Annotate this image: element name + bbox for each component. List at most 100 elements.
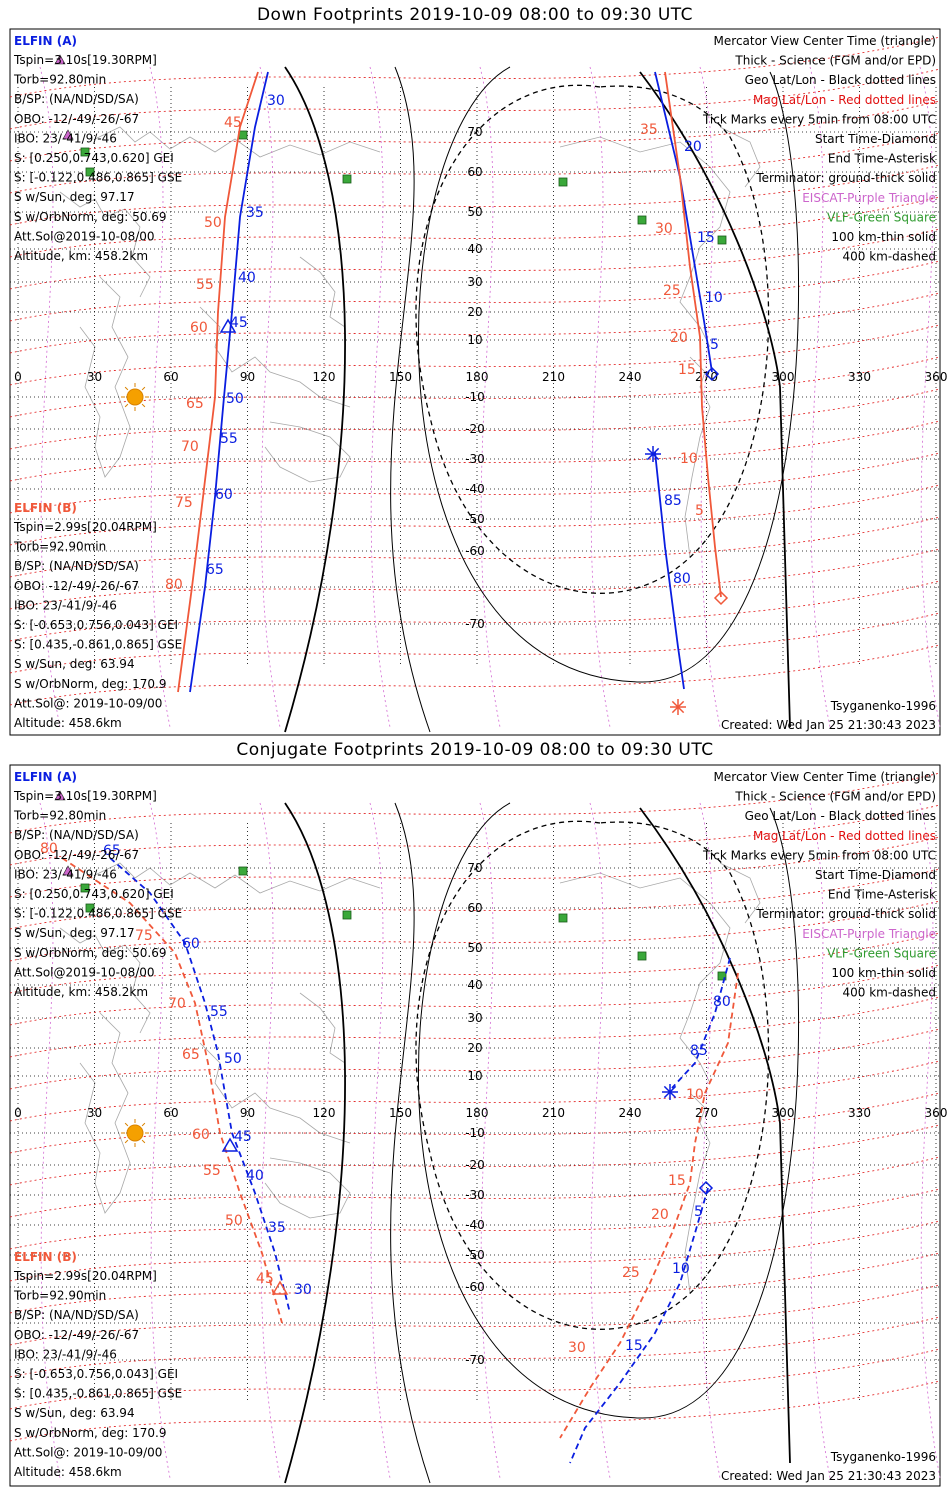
track-tick-label: 10 [672, 1261, 690, 1277]
lat-tick-label: -70 [465, 1353, 485, 1367]
terminator-100km [390, 66, 431, 733]
end-asterisk-icon [663, 1085, 677, 1099]
lon-tick-label: 330 [848, 1106, 871, 1120]
legend-entry: Mag Lat/Lon - Red dotted lines [753, 829, 936, 843]
elfin-a-info-line: S w/Sun, deg: 97.17 [14, 926, 135, 940]
track-tick-label: 15 [625, 1338, 643, 1354]
track-tick-label: 80 [165, 577, 183, 593]
elfin-a-header: ELFIN (A) [14, 770, 77, 784]
elfin-a-header: ELFIN (A) [14, 34, 77, 48]
vlf-square-icon [637, 951, 647, 961]
lat-tick-label: -20 [465, 422, 485, 436]
coastline [59, 927, 151, 1034]
lon-tick-label: 30 [87, 370, 102, 384]
elfin-a-info-line: S: [-0.122,0.486,0.865] GSE [14, 171, 182, 185]
track-tick-label: 10 [686, 1087, 704, 1103]
mag-meridian [259, 66, 281, 728]
elfin-b-info-line: S: [0.435,-0.861,0.865] GSE [14, 638, 182, 652]
lon-tick-label: 360 [925, 370, 948, 384]
legend-entry: Geo Lat/Lon - Black dotted lines [745, 809, 936, 823]
center-triangle-icon [221, 1137, 239, 1152]
lon-tick-label: 120 [313, 370, 336, 384]
track-tick-label: 60 [192, 1127, 210, 1143]
legend-entry: Tick Marks every 5min from 08:00 UTC [702, 848, 936, 862]
elfin-b-info-line: Altitude: 458.6km [14, 1465, 122, 1479]
coastline [199, 1042, 351, 1144]
lat-tick-label: -20 [465, 1158, 485, 1172]
track-tick-label: 15 [697, 230, 715, 246]
elfin-a-info-line: Torb=92.80min [13, 809, 106, 823]
vlf-square-icon [342, 910, 352, 920]
track-tick-label: 60 [190, 320, 208, 336]
lon-tick-label: 240 [619, 370, 642, 384]
coastline [684, 356, 711, 558]
track-tick-label: 65 [103, 843, 121, 859]
elfin-b-info-line: B/SP: (NA/ND/SD/SA) [14, 559, 139, 573]
elfin-a-track-right [671, 957, 731, 1089]
coastline [199, 306, 351, 408]
track-tick-label: 30 [294, 1282, 312, 1298]
legend-entry: 400 km-dashed [842, 250, 936, 264]
elfin-b-info-line: Tspin=2.99s[20.04RPM] [13, 1269, 157, 1283]
elfin-b-info-line: S w/Sun, deg: 63.94 [14, 657, 135, 671]
track-tick-label: 30 [267, 93, 285, 109]
legend-entry: Thick - Science (FGM and/or EPD) [734, 790, 936, 804]
track-tick-label: 70 [168, 996, 186, 1012]
elfin-b-info-line: Att.Sol@: 2019-10-09/00 [14, 696, 162, 710]
track-tick-label: 45 [230, 315, 248, 331]
elfin-a-track-right-south [569, 1187, 709, 1464]
elfin-b-info-line: S w/OrbNorm, deg: 170.9 [14, 1426, 166, 1440]
mag-parallel [9, 1092, 941, 1154]
model-label: Tsyganenko-1996 [830, 699, 936, 713]
vlf-square-icon [637, 215, 647, 225]
track-tick-label: 60 [215, 487, 233, 503]
elfin-a-info-line: B/SP: (NA/ND/SD/SA) [14, 92, 139, 106]
terminator-ground [284, 802, 346, 1484]
lon-tick-label: 210 [542, 370, 565, 384]
map-frame [9, 764, 941, 1487]
legend-entry: Mag Lat/Lon - Red dotted lines [753, 93, 936, 107]
elfin-b-info-line: IBO: 23/-41/9/-46 [14, 1347, 117, 1361]
track-tick-label: 80 [40, 841, 58, 857]
lat-tick-label: -60 [465, 544, 485, 558]
track-tick-label: 15 [678, 362, 696, 378]
track-tick-label: 55 [203, 1163, 221, 1179]
elfin-a-info-line: Altitude, km: 458.2km [14, 249, 148, 263]
terminator-100km [390, 802, 431, 1484]
lat-tick-label: 20 [467, 1041, 482, 1055]
vlf-square-icon [85, 903, 95, 913]
legend-entry: Tick Marks every 5min from 08:00 UTC [702, 112, 936, 126]
sun-ray [124, 386, 129, 391]
lon-tick-label: 150 [389, 1106, 412, 1120]
elfin-b-header: ELFIN (B) [14, 1250, 77, 1264]
eiscat-triangle-icon [54, 54, 66, 65]
track-tick-label: 55 [196, 277, 214, 293]
end-asterisk-icon [671, 700, 685, 714]
elfin-b-track-left [61, 857, 283, 1324]
start-diamond-icon [698, 1180, 714, 1196]
track-tick-label: 85 [690, 1043, 708, 1059]
track-tick-label: 10 [680, 451, 698, 467]
mag-meridian [479, 802, 501, 1479]
mag-parallel [9, 580, 941, 642]
lat-tick-label: 60 [467, 901, 482, 915]
map-frame [9, 28, 941, 736]
lat-tick-label: 10 [467, 333, 482, 347]
conjugate-panel-title: Conjugate Footprints 2019-10-09 08:00 to… [236, 740, 714, 760]
elfin-a-info-line: S: [0.250,0.743,0.620] GEI [14, 151, 174, 165]
elfin-a-info-line: S w/OrbNorm, deg: 50.69 [14, 210, 166, 224]
lon-tick-label: 30 [87, 1106, 102, 1120]
track-tick-label: 20 [670, 330, 688, 346]
vlf-square-icon [238, 130, 248, 140]
elfin-a-info-line: IBO: 23/-41/9/-46 [14, 867, 117, 881]
track-tick-label: 75 [175, 495, 193, 511]
track-tick-label: 75 [135, 928, 153, 944]
lon-tick-label: 180 [466, 370, 489, 384]
center-triangle-icon [219, 318, 237, 333]
sun-ray [141, 1139, 146, 1144]
vlf-square-icon [238, 866, 248, 876]
mag-meridian [149, 66, 171, 728]
track-tick-label: 80 [713, 994, 731, 1010]
elfin-b-info-line: B/SP: (NA/ND/SD/SA) [14, 1308, 139, 1322]
start-diamond-icon [713, 590, 729, 606]
